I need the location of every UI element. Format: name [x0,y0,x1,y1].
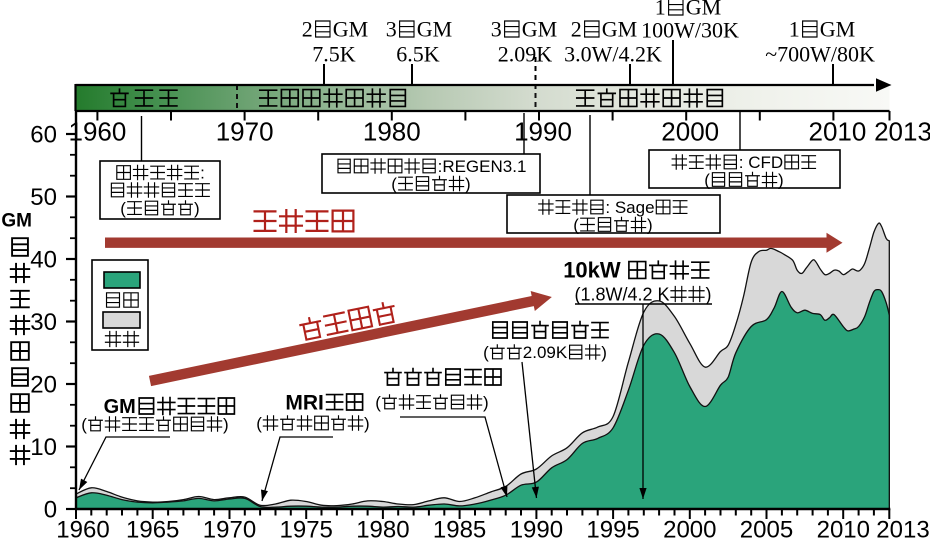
svg-text:1: 1 [655,0,666,20]
svg-text:(: ( [375,393,381,412]
svg-text:(: ( [391,175,397,194]
svg-text:): ) [483,393,489,412]
svg-text:3: 3 [386,17,397,42]
svg-text:0: 0 [44,496,57,523]
svg-text:GM: GM [522,17,557,42]
svg-text:GM: GM [1,211,32,232]
svg-text::REGEN3.1: :REGEN3.1 [438,157,527,176]
svg-text:2: 2 [302,17,313,42]
svg-text:1975: 1975 [280,516,333,543]
svg-text:): ) [706,284,712,304]
svg-text:1990: 1990 [514,117,572,147]
svg-text:10kW: 10kW [563,258,621,283]
svg-text:(1.8W/4.2 K: (1.8W/4.2 K [575,284,670,304]
svg-text:3.0W/4.2K: 3.0W/4.2K [564,42,662,67]
svg-text:(: ( [120,199,126,218]
svg-text:: CFD: : CFD [739,153,783,172]
svg-text:GM: GM [104,396,136,418]
svg-text:2000: 2000 [663,516,716,543]
svg-text:GM: GM [417,17,452,42]
svg-text:1995: 1995 [586,516,639,543]
svg-text:): ) [364,414,370,433]
svg-text:1960: 1960 [69,117,127,147]
svg-text:2013: 2013 [876,516,929,543]
svg-text:(: ( [483,343,489,362]
svg-text:2: 2 [571,17,582,42]
svg-text:1970: 1970 [216,117,274,147]
svg-text:): ) [601,343,607,362]
svg-text:2010: 2010 [817,516,870,543]
svg-text:1970: 1970 [203,516,256,543]
svg-text:): ) [223,415,229,434]
svg-text:GM: GM [333,17,368,42]
svg-text:2000: 2000 [661,117,719,147]
svg-text:2.09K: 2.09K [498,42,553,67]
svg-text:1: 1 [789,17,800,42]
svg-text:2013: 2013 [874,117,930,147]
svg-text:(: ( [81,415,87,434]
svg-text:2010: 2010 [809,117,867,147]
svg-text:1980: 1980 [356,516,409,543]
svg-text:2.09K: 2.09K [523,343,568,362]
svg-text:(: ( [256,414,262,433]
svg-text:10: 10 [30,434,57,461]
svg-text:7.5K: 7.5K [312,42,356,67]
svg-text:1985: 1985 [433,516,486,543]
svg-text:100W/30K: 100W/30K [641,18,739,43]
svg-text:): ) [194,199,200,218]
svg-text:50: 50 [30,184,57,211]
svg-text:(: ( [704,171,710,190]
svg-text:GM: GM [602,17,637,42]
svg-text::: : [200,164,205,183]
svg-text:MRI: MRI [285,391,324,414]
svg-text:20: 20 [30,371,57,398]
svg-text:1965: 1965 [126,516,179,543]
svg-text:): ) [465,175,471,194]
svg-text:): ) [647,216,653,235]
svg-text:~700W/80K: ~700W/80K [765,42,875,67]
svg-text:2005: 2005 [740,516,793,543]
svg-text:(: ( [573,216,579,235]
svg-text:GM: GM [820,17,855,42]
svg-text:: Sage: : Sage [605,198,654,217]
svg-text:): ) [778,171,784,190]
svg-text:1960: 1960 [56,516,109,543]
svg-text:3: 3 [491,17,502,42]
svg-text:GM: GM [686,0,721,20]
svg-text:1980: 1980 [363,117,421,147]
svg-text:6.5K: 6.5K [396,42,440,67]
svg-text:60: 60 [30,121,57,148]
svg-text:40: 40 [30,246,57,273]
svg-text:30: 30 [30,309,57,336]
svg-text:1990: 1990 [510,516,563,543]
